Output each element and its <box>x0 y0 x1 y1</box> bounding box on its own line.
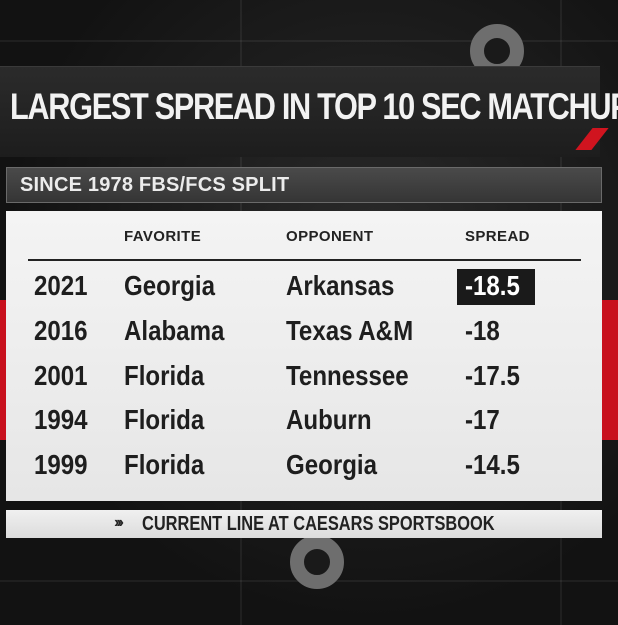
row-favorite: Georgia <box>124 270 215 301</box>
spread-highlight-box <box>457 269 535 305</box>
row-year: 2016 <box>34 315 88 346</box>
footer-bar <box>6 510 602 538</box>
row-spread: -18 <box>465 315 500 346</box>
title-bar <box>0 66 600 157</box>
row-favorite: Florida <box>124 449 205 480</box>
background-ring <box>290 535 344 589</box>
row-year: 1994 <box>34 404 88 435</box>
column-header-favorite: FAVORITE <box>124 228 202 245</box>
row-favorite: Alabama <box>124 315 225 346</box>
row-spread: -17 <box>465 404 500 435</box>
graphic-title: LARGEST SPREAD IN TOP 10 SEC MATCHUP <box>10 86 618 127</box>
row-opponent: Auburn <box>286 404 372 435</box>
row-year: 2001 <box>34 360 88 391</box>
row-spread: -17.5 <box>465 360 520 391</box>
row-opponent: Georgia <box>286 449 377 480</box>
row-year: 1999 <box>34 449 88 480</box>
column-header-spread: SPREAD <box>465 228 530 245</box>
row-favorite: Florida <box>124 360 205 391</box>
subtitle-bar <box>6 167 602 203</box>
row-opponent: Texas A&M <box>286 315 414 346</box>
row-opponent: Arkansas <box>286 270 395 301</box>
column-header-opponent: OPPONENT <box>286 228 374 245</box>
header-divider <box>28 259 581 261</box>
row-opponent: Tennessee <box>286 360 409 391</box>
row-spread: -18.5 <box>465 270 520 301</box>
footer-text: CURRENT LINE AT CAESARS SPORTSBOOK <box>142 513 495 535</box>
row-year: 2021 <box>34 270 88 301</box>
row-spread: -14.5 <box>465 449 520 480</box>
row-favorite: Florida <box>124 404 205 435</box>
graphic-subtitle: SINCE 1978 FBS/FCS SPLIT <box>20 174 290 196</box>
triple-chevron-icon: ››› <box>114 514 124 531</box>
